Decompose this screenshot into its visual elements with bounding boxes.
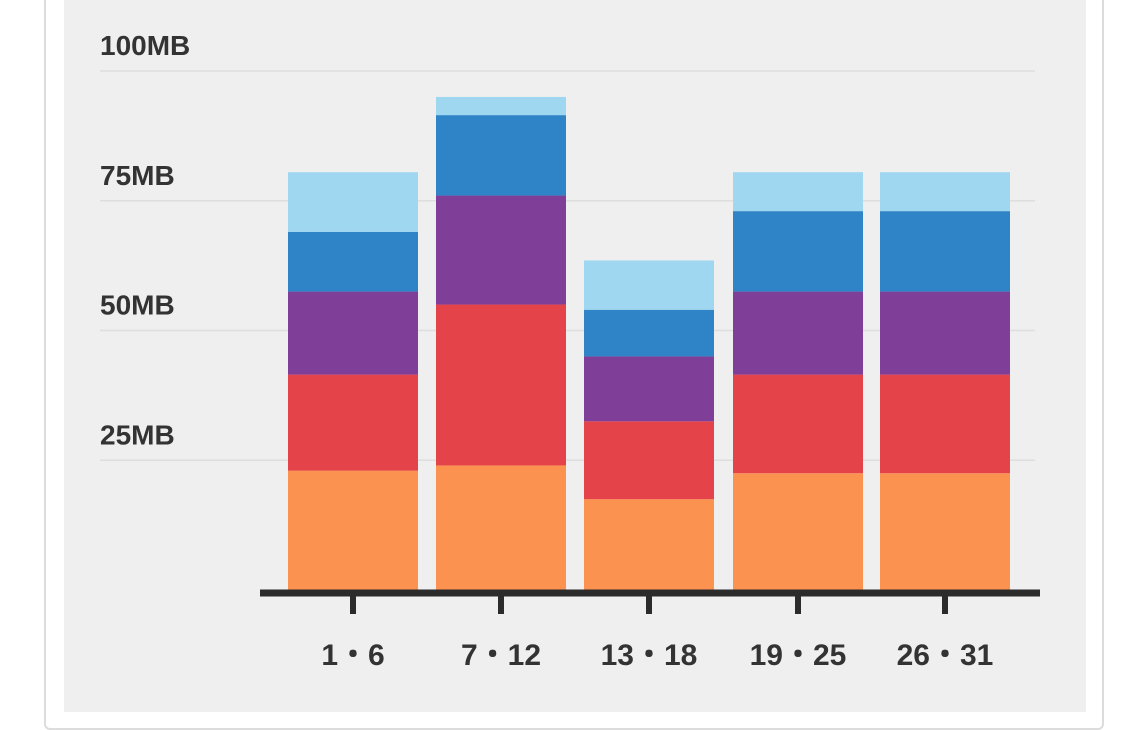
bar-segment [880, 473, 1010, 590]
bar-segment [436, 465, 566, 590]
y-tick-75: 75MB [100, 160, 175, 191]
y-tick-label: 25MB [100, 419, 175, 450]
x-tick-label: 7・12 [461, 639, 541, 672]
bar-segment [436, 195, 566, 305]
x-tick-label: 1・6 [321, 639, 384, 672]
x-tick-1: 1・6 [321, 596, 385, 672]
bar-segment [288, 172, 418, 232]
bar-segment [584, 499, 714, 590]
bar-segment [436, 115, 566, 196]
y-tick-25: 25MB [100, 419, 175, 450]
bar-segment [288, 291, 418, 375]
bar-segment [880, 172, 1010, 212]
bar-segment [436, 304, 566, 466]
y-tick-100: 100MB [100, 30, 190, 61]
x-tick-label: 26・31 [897, 639, 994, 672]
bar-segment [288, 374, 418, 471]
x-tick-3: 13・18 [601, 596, 698, 672]
bars [288, 96, 1010, 590]
bar-segment [733, 374, 863, 474]
bar-segment [880, 374, 1010, 474]
x-axis-ticks: 1・6 7・12 13・18 19・25 26・31 [321, 596, 993, 672]
y-axis-ticks: 25MB 50MB 75MB 100MB [100, 30, 190, 450]
y-tick-label: 50MB [100, 290, 175, 321]
bar-segment [584, 421, 714, 500]
bar-segment [733, 291, 863, 375]
bar-segment [288, 470, 418, 590]
x-tick-4: 19・25 [750, 596, 847, 672]
y-tick-label: 100MB [100, 30, 190, 61]
x-tick-label: 13・18 [601, 639, 698, 672]
bar-stack-2 [436, 96, 566, 590]
bar-stack-5 [880, 172, 1010, 590]
bar-stack-1 [288, 172, 418, 590]
bar-segment [733, 473, 863, 590]
x-tick-5: 26・31 [897, 596, 994, 672]
bar-stack-3 [584, 260, 714, 590]
y-tick-label: 75MB [100, 160, 175, 191]
bar-segment [880, 211, 1010, 292]
bar-segment [733, 211, 863, 292]
bar-segment [288, 231, 418, 292]
bar-stack-4 [733, 172, 863, 590]
y-tick-50: 50MB [100, 290, 175, 321]
x-tick-label: 19・25 [750, 639, 847, 672]
bar-segment [436, 96, 566, 116]
bar-segment [584, 356, 714, 422]
grid-lines [100, 70, 1035, 461]
bar-segment [733, 172, 863, 212]
bar-segment [880, 291, 1010, 375]
bar-segment [584, 309, 714, 357]
bar-segment [584, 260, 714, 310]
x-tick-2: 7・12 [461, 596, 541, 672]
